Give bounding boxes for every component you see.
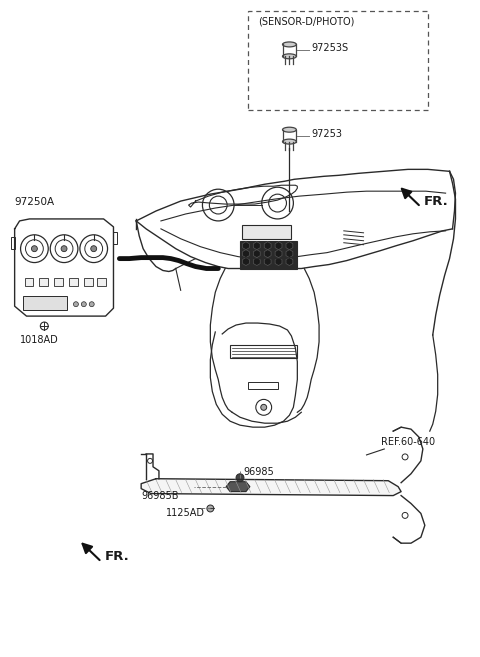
Circle shape xyxy=(261,404,267,411)
Ellipse shape xyxy=(283,42,296,47)
Ellipse shape xyxy=(283,127,296,132)
Circle shape xyxy=(207,505,214,512)
Text: 97250A: 97250A xyxy=(14,197,55,207)
Bar xyxy=(230,345,297,358)
Bar xyxy=(242,225,291,238)
Bar xyxy=(11,237,14,249)
Bar xyxy=(84,279,93,286)
Text: FR.: FR. xyxy=(424,194,449,208)
Bar xyxy=(96,279,106,286)
Circle shape xyxy=(32,246,37,252)
Text: REF.60-640: REF.60-640 xyxy=(381,437,435,447)
Ellipse shape xyxy=(283,139,296,144)
Polygon shape xyxy=(226,482,250,491)
Polygon shape xyxy=(240,240,297,269)
Circle shape xyxy=(81,302,86,307)
Bar xyxy=(248,11,428,110)
Text: 97253: 97253 xyxy=(311,129,342,139)
Circle shape xyxy=(91,246,96,252)
Text: 1018AD: 1018AD xyxy=(20,335,59,345)
Bar xyxy=(113,232,118,244)
Circle shape xyxy=(61,246,67,252)
Text: 96985: 96985 xyxy=(243,466,274,477)
Text: FR.: FR. xyxy=(105,549,129,562)
Bar xyxy=(248,382,277,390)
Circle shape xyxy=(236,474,244,482)
Ellipse shape xyxy=(283,54,296,58)
Bar xyxy=(39,279,48,286)
Text: 96985B: 96985B xyxy=(141,491,179,501)
Text: 1125AD: 1125AD xyxy=(166,509,205,518)
Polygon shape xyxy=(141,479,401,495)
Circle shape xyxy=(73,302,78,307)
Circle shape xyxy=(89,302,94,307)
Bar xyxy=(24,279,34,286)
Bar xyxy=(54,279,63,286)
Bar xyxy=(69,279,78,286)
Bar xyxy=(23,296,67,310)
Text: 97253S: 97253S xyxy=(311,43,348,53)
Text: (SENSOR-D/PHOTO): (SENSOR-D/PHOTO) xyxy=(258,16,354,26)
